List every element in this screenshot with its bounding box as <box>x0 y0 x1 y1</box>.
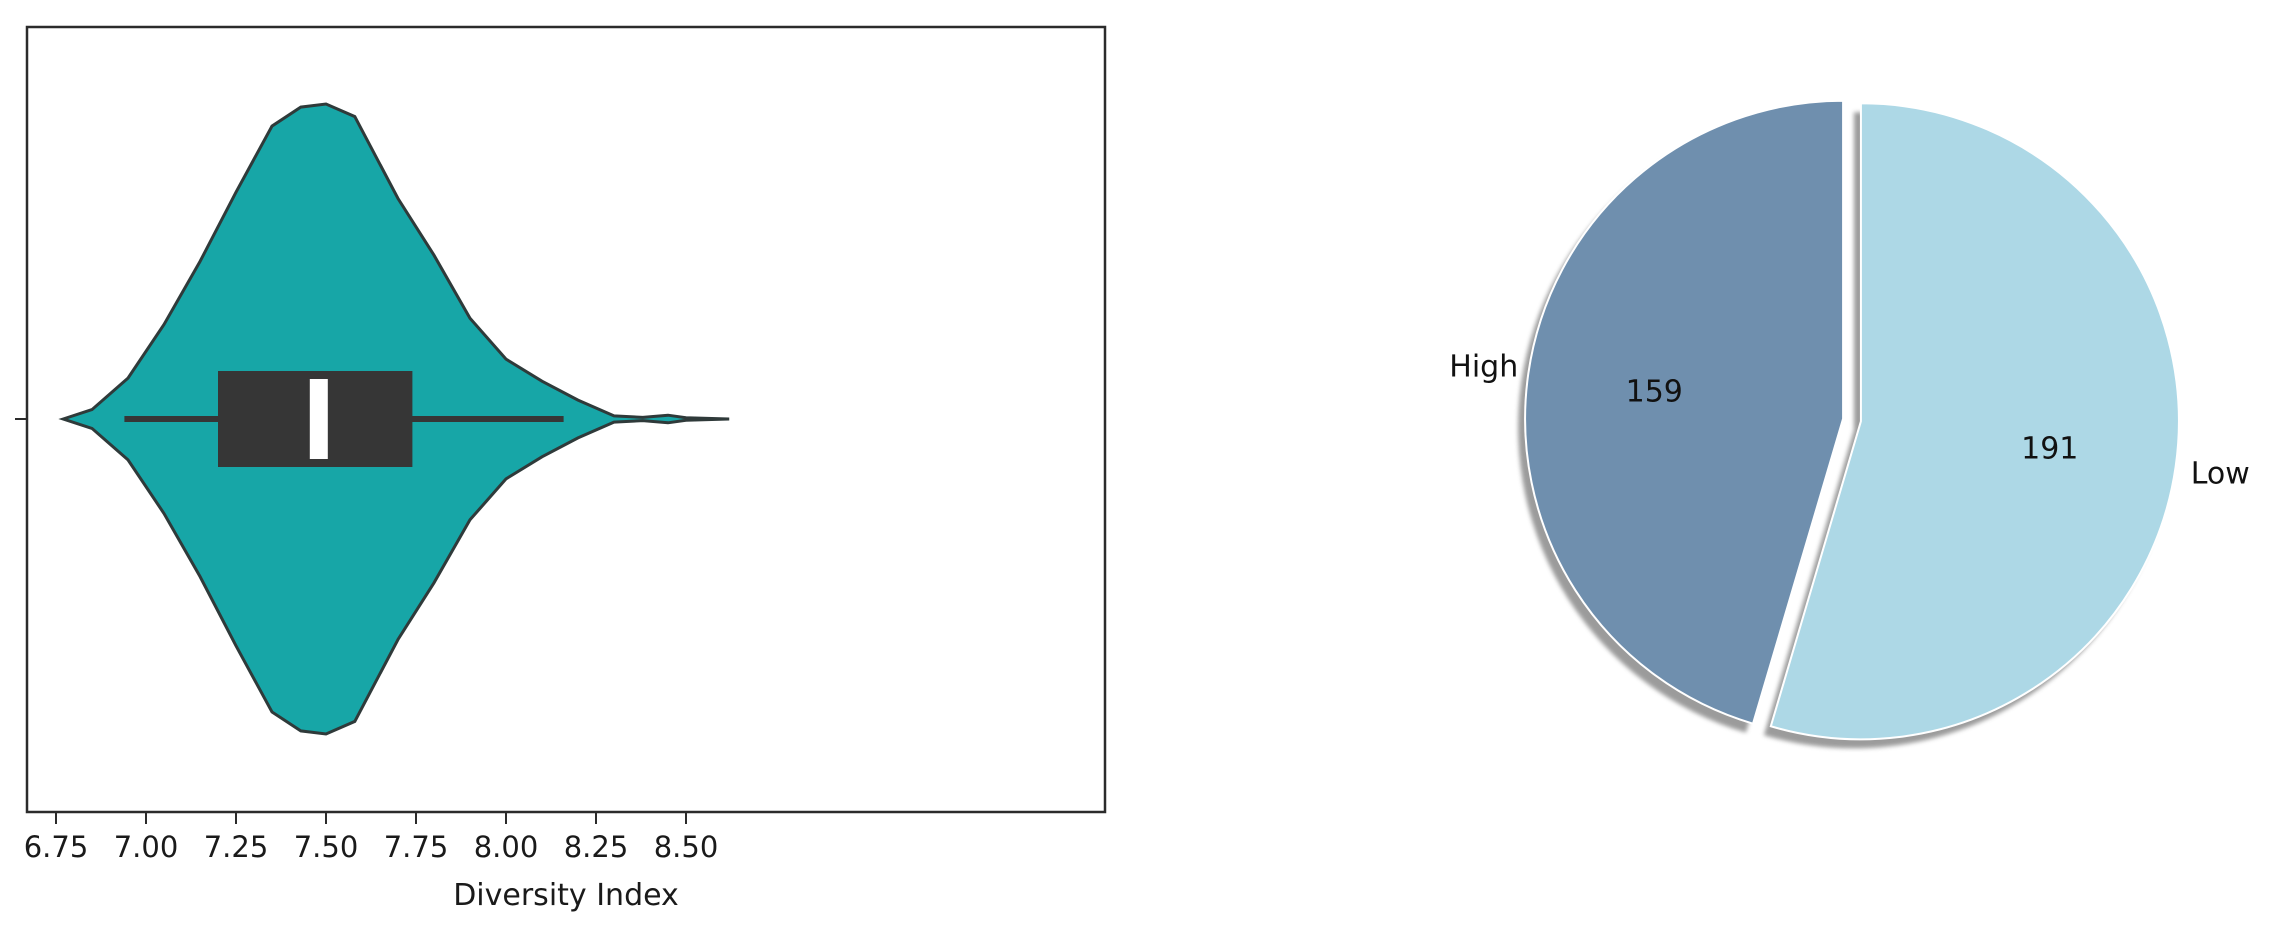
pie-labels: 159 High 191 Low <box>1449 350 2249 492</box>
pie-slice-high <box>1524 99 1845 725</box>
x-tick-label: 7.00 <box>114 830 179 864</box>
x-tick-label: 7.50 <box>294 830 359 864</box>
x-tick-label: 6.75 <box>24 830 89 864</box>
violin-median-marker <box>309 379 328 459</box>
violin-chart: 6.75 7.00 7.25 7.50 7.75 8.00 8.25 8.50 Diversi… <box>15 25 1107 913</box>
x-axis-ticks: 6.75 7.00 7.25 7.50 7.75 8.00 8.25 8.50 <box>24 812 719 864</box>
pie-value-label: 159 <box>1626 374 1683 409</box>
pie-slices <box>1524 99 2180 741</box>
x-tick-label: 8.50 <box>654 830 719 864</box>
pie-chart: 159 High 191 Low <box>1449 99 2250 749</box>
pie-category-label: Low <box>2191 456 2250 491</box>
pie-category-label: High <box>1449 350 1518 385</box>
pie-slice-low <box>1769 102 2180 741</box>
pie-value-label: 191 <box>2021 432 2078 467</box>
x-tick-label: 7.25 <box>204 830 269 864</box>
x-axis-label: Diversity Index <box>453 878 679 913</box>
x-tick-label: 8.25 <box>564 830 629 864</box>
x-tick-label: 8.00 <box>474 830 539 864</box>
x-tick-label: 7.75 <box>384 830 449 864</box>
